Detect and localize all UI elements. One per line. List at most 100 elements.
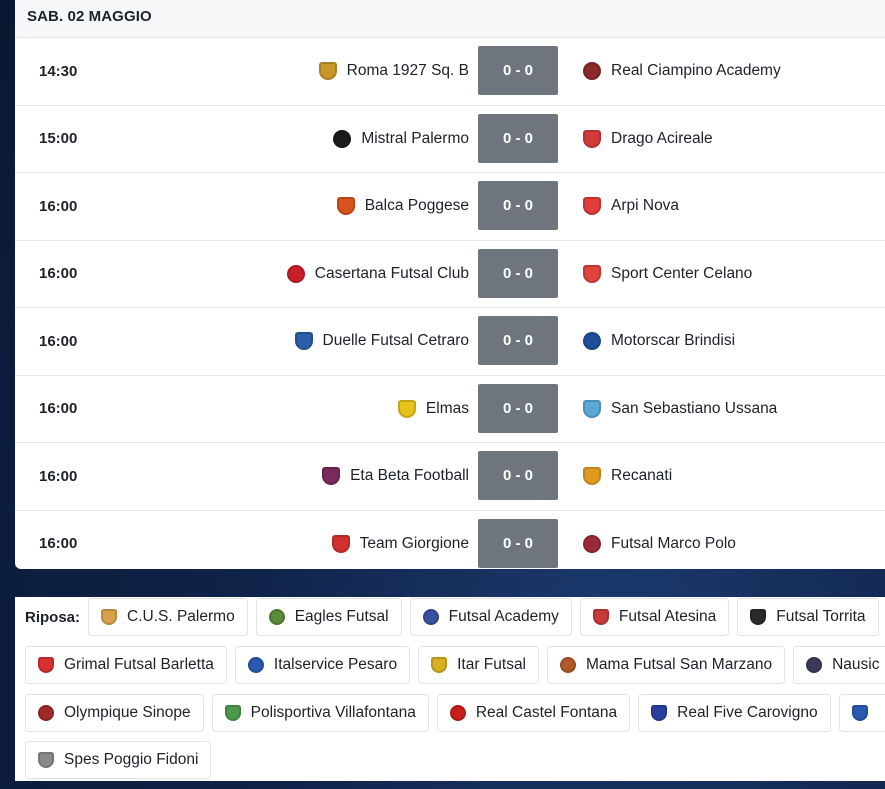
resting-team-name: Polisportiva Villafontana	[250, 704, 416, 721]
home-team[interactable]: Casertana Futsal Club	[286, 241, 469, 308]
away-team[interactable]: Real Ciampino Academy	[583, 38, 781, 105]
away-team-logo-icon	[583, 534, 601, 553]
home-team[interactable]: Balca Poggese	[336, 173, 469, 240]
team-logo-icon	[422, 609, 439, 625]
home-team-logo-icon	[322, 467, 341, 486]
team-logo-icon	[101, 609, 118, 625]
home-team-name: Eta Beta Football	[350, 467, 469, 485]
home-team[interactable]: Duelle Futsal Cetraro	[294, 308, 469, 375]
resting-team-chip[interactable]: Spes Poggio Fidoni	[25, 741, 212, 779]
match-time: 14:30	[39, 62, 78, 80]
away-team-logo-icon	[583, 62, 601, 81]
resting-team-name: Itar Futsal	[457, 656, 527, 673]
away-team[interactable]: Motorscar Brindisi	[583, 308, 735, 375]
home-team[interactable]: Eta Beta Football	[322, 443, 469, 510]
resting-team-name: Spes Poggio Fidoni	[64, 751, 199, 768]
home-team-name: Balca Poggese	[364, 197, 469, 215]
match-score[interactable]: 0 - 0	[478, 181, 558, 230]
away-team-name: Recanati	[611, 467, 673, 485]
resting-team-name: Futsal Torrita	[776, 608, 866, 625]
match-time: 16:00	[39, 467, 78, 485]
match-score[interactable]: 0 - 0	[478, 518, 558, 568]
resting-team-chip[interactable]: Polisportiva Villafontana	[211, 694, 429, 732]
match-score[interactable]: 0 - 0	[478, 113, 558, 163]
match-row[interactable]: 16:00 Eta Beta Football 0 - 0 Recanati	[15, 443, 885, 511]
away-team[interactable]: Sport Center Celano	[583, 241, 752, 308]
home-team-name: Mistral Palermo	[361, 129, 469, 147]
away-team-logo-icon	[583, 332, 601, 351]
team-logo-icon	[560, 657, 577, 673]
away-team[interactable]: Drago Acireale	[583, 106, 713, 173]
resting-team-chip[interactable]: Grimal Futsal Barletta	[25, 646, 227, 684]
home-team[interactable]: Team Giorgione	[331, 511, 469, 570]
away-team-name: Drago Acireale	[611, 129, 713, 147]
team-logo-icon	[806, 657, 823, 673]
resting-team-name: Grimal Futsal Barletta	[64, 656, 214, 673]
resting-team-name: Futsal Academy	[448, 608, 559, 625]
home-team-logo-icon	[286, 264, 305, 283]
home-team-name: Elmas	[425, 399, 469, 417]
team-logo-icon	[431, 657, 448, 673]
resting-team-name: Real Five Carovigno	[677, 704, 818, 721]
home-team-name: Casertana Futsal Club	[314, 264, 469, 282]
resting-team-chip[interactable]	[838, 694, 885, 732]
resting-team-chip[interactable]: C.U.S. Palermo	[88, 598, 248, 636]
resting-team-chip[interactable]: Real Castel Fontana	[436, 694, 631, 732]
team-logo-icon	[592, 609, 609, 625]
resting-teams-panel: Riposa: C.U.S. Palermo Eagles Futsal Fut…	[15, 597, 885, 781]
resting-team-chip[interactable]: Real Five Carovigno	[638, 694, 831, 732]
home-team-name: Duelle Futsal Cetraro	[322, 332, 469, 350]
match-score[interactable]: 0 - 0	[478, 316, 558, 365]
home-team[interactable]: Roma 1927 Sq. B	[318, 38, 469, 105]
resting-row-2: Grimal Futsal Barletta Italservice Pesar…	[15, 645, 885, 685]
resting-team-chip[interactable]: Futsal Atesina	[579, 598, 730, 636]
match-row[interactable]: 14:30 Roma 1927 Sq. B 0 - 0 Real Ciampin…	[15, 38, 885, 106]
home-team-logo-icon	[333, 129, 352, 148]
away-team-logo-icon	[583, 129, 601, 148]
away-team[interactable]: Recanati	[583, 443, 672, 510]
away-team-name: Sport Center Celano	[611, 264, 753, 282]
match-score[interactable]: 0 - 0	[478, 248, 558, 298]
match-row[interactable]: 16:00 Elmas 0 - 0 San Sebastiano Ussana	[15, 376, 885, 443]
match-score[interactable]: 0 - 0	[478, 383, 558, 433]
match-time: 16:00	[39, 535, 78, 553]
home-team-name: Roma 1927 Sq. B	[346, 62, 469, 80]
away-team-logo-icon	[583, 467, 601, 486]
resting-team-chip[interactable]: Itar Futsal	[418, 646, 540, 684]
date-header: SAB. 02 MAGGIO	[15, 0, 885, 38]
match-list: 14:30 Roma 1927 Sq. B 0 - 0 Real Ciampin…	[15, 38, 885, 569]
away-team-logo-icon	[583, 264, 601, 283]
match-time: 16:00	[39, 265, 78, 283]
resting-row-3: Olympique Sinope Polisportiva Villafonta…	[15, 693, 885, 733]
home-team-logo-icon	[318, 62, 337, 81]
match-row[interactable]: 15:00 Mistral Palermo 0 - 0 Drago Acirea…	[15, 106, 885, 173]
resting-team-chip[interactable]: Italservice Pesaro	[234, 646, 411, 684]
resting-team-chip[interactable]: Eagles Futsal	[255, 598, 402, 636]
home-team-logo-icon	[294, 332, 313, 351]
team-logo-icon	[750, 609, 767, 625]
away-team-logo-icon	[583, 399, 601, 418]
resting-team-chip[interactable]: Olympique Sinope	[25, 694, 204, 732]
match-score[interactable]: 0 - 0	[478, 451, 558, 500]
match-row[interactable]: 16:00 Casertana Futsal Club 0 - 0 Sport …	[15, 241, 885, 308]
away-team[interactable]: Futsal Marco Polo	[583, 511, 736, 570]
resting-team-chip[interactable]: Futsal Torrita	[737, 598, 879, 636]
home-team[interactable]: Mistral Palermo	[333, 106, 469, 173]
match-row[interactable]: 16:00 Duelle Futsal Cetraro 0 - 0 Motors…	[15, 308, 885, 376]
resting-team-chip[interactable]: Mama Futsal San Marzano	[547, 646, 786, 684]
home-team-logo-icon	[336, 197, 355, 216]
team-logo-icon	[851, 705, 868, 721]
away-team-logo-icon	[583, 197, 601, 216]
match-row[interactable]: 16:00 Team Giorgione 0 - 0 Futsal Marco …	[15, 511, 885, 570]
resting-team-name: Real Castel Fontana	[475, 704, 618, 721]
home-team-logo-icon	[397, 399, 416, 418]
away-team[interactable]: San Sebastiano Ussana	[583, 376, 777, 443]
away-team-name: Real Ciampino Academy	[611, 62, 781, 80]
home-team[interactable]: Elmas	[397, 376, 469, 443]
away-team[interactable]: Arpi Nova	[583, 173, 679, 240]
match-score[interactable]: 0 - 0	[478, 46, 558, 95]
resting-team-chip[interactable]: Nausic	[793, 646, 885, 684]
resting-team-chip[interactable]: Futsal Academy	[409, 598, 572, 636]
resting-team-name: Italservice Pesaro	[273, 656, 398, 673]
match-row[interactable]: 16:00 Balca Poggese 0 - 0 Arpi Nova	[15, 173, 885, 241]
